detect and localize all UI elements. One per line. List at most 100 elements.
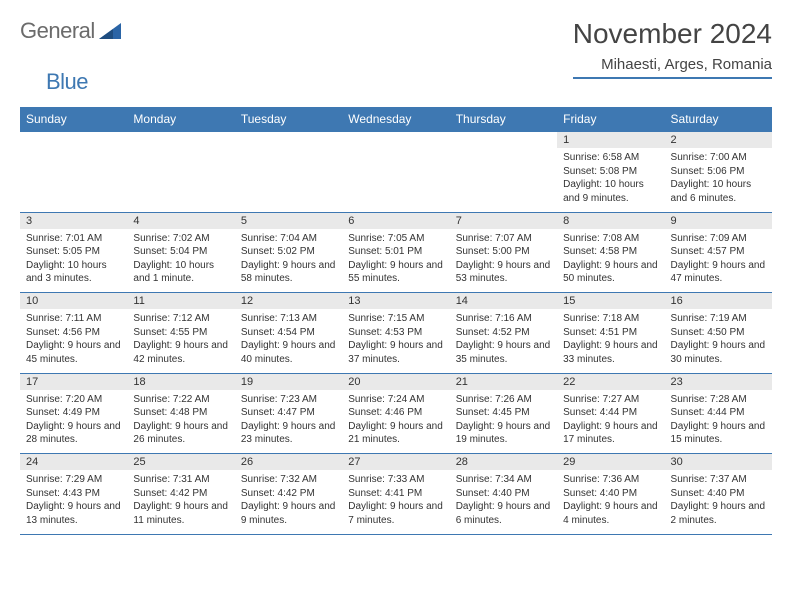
sunset-text: Sunset: 5:02 PM (241, 245, 336, 259)
day-detail-cell: Sunrise: 7:24 AMSunset: 4:46 PMDaylight:… (342, 390, 449, 454)
logo-triangle-icon (99, 23, 121, 39)
daylight-text: Daylight: 9 hours and 11 minutes. (133, 500, 228, 527)
daylight-text: Daylight: 9 hours and 40 minutes. (241, 339, 336, 366)
sunset-text: Sunset: 4:54 PM (241, 326, 336, 340)
day-detail-cell: Sunrise: 7:36 AMSunset: 4:40 PMDaylight:… (557, 470, 664, 534)
daylight-text: Daylight: 9 hours and 35 minutes. (456, 339, 551, 366)
daylight-text: Daylight: 9 hours and 33 minutes. (563, 339, 658, 366)
sunset-text: Sunset: 4:55 PM (133, 326, 228, 340)
sunrise-text: Sunrise: 7:01 AM (26, 232, 121, 246)
sunset-text: Sunset: 4:56 PM (26, 326, 121, 340)
day-detail-cell: Sunrise: 7:28 AMSunset: 4:44 PMDaylight:… (665, 390, 772, 454)
daylight-text: Daylight: 9 hours and 55 minutes. (348, 259, 443, 286)
day-detail-cell: Sunrise: 7:04 AMSunset: 5:02 PMDaylight:… (235, 229, 342, 293)
sunrise-text: Sunrise: 7:12 AM (133, 312, 228, 326)
daylight-text: Daylight: 9 hours and 13 minutes. (26, 500, 121, 527)
daylight-text: Daylight: 9 hours and 37 minutes. (348, 339, 443, 366)
logo-word2: Blue (20, 69, 88, 95)
daylight-text: Daylight: 10 hours and 9 minutes. (563, 178, 658, 205)
day-detail-cell: Sunrise: 7:09 AMSunset: 4:57 PMDaylight:… (665, 229, 772, 293)
calendar-body: 12Sunrise: 6:58 AMSunset: 5:08 PMDayligh… (20, 132, 772, 535)
weekday-header: Monday (127, 107, 234, 132)
day-number-cell: 15 (557, 293, 664, 310)
day-number-cell (342, 132, 449, 149)
day-number-row: 24252627282930 (20, 454, 772, 471)
weekday-header-row: Sunday Monday Tuesday Wednesday Thursday… (20, 107, 772, 132)
day-number-cell: 8 (557, 212, 664, 229)
sunset-text: Sunset: 4:43 PM (26, 487, 121, 501)
calendar-table: Sunday Monday Tuesday Wednesday Thursday… (20, 107, 772, 535)
sunrise-text: Sunrise: 7:13 AM (241, 312, 336, 326)
day-detail-cell: Sunrise: 7:31 AMSunset: 4:42 PMDaylight:… (127, 470, 234, 534)
day-number-cell: 22 (557, 373, 664, 390)
day-detail-cell: Sunrise: 7:00 AMSunset: 5:06 PMDaylight:… (665, 148, 772, 212)
day-detail-row: Sunrise: 7:29 AMSunset: 4:43 PMDaylight:… (20, 470, 772, 534)
day-detail-row: Sunrise: 7:01 AMSunset: 5:05 PMDaylight:… (20, 229, 772, 293)
month-title: November 2024 (573, 18, 772, 50)
day-detail-cell: Sunrise: 7:15 AMSunset: 4:53 PMDaylight:… (342, 309, 449, 373)
day-detail-cell: Sunrise: 7:37 AMSunset: 4:40 PMDaylight:… (665, 470, 772, 534)
day-number-cell: 1 (557, 132, 664, 149)
daylight-text: Daylight: 9 hours and 58 minutes. (241, 259, 336, 286)
sunset-text: Sunset: 5:01 PM (348, 245, 443, 259)
day-number-cell: 11 (127, 293, 234, 310)
day-detail-cell: Sunrise: 7:33 AMSunset: 4:41 PMDaylight:… (342, 470, 449, 534)
sunrise-text: Sunrise: 7:15 AM (348, 312, 443, 326)
sunrise-text: Sunrise: 7:16 AM (456, 312, 551, 326)
daylight-text: Daylight: 9 hours and 30 minutes. (671, 339, 766, 366)
sunrise-text: Sunrise: 7:32 AM (241, 473, 336, 487)
day-number-cell: 9 (665, 212, 772, 229)
sunset-text: Sunset: 5:08 PM (563, 165, 658, 179)
sunset-text: Sunset: 4:51 PM (563, 326, 658, 340)
location-text: Mihaesti, Arges, Romania (573, 56, 772, 79)
day-number-cell: 14 (450, 293, 557, 310)
day-number-cell (450, 132, 557, 149)
sunrise-text: Sunrise: 7:09 AM (671, 232, 766, 246)
day-detail-cell: Sunrise: 7:08 AMSunset: 4:58 PMDaylight:… (557, 229, 664, 293)
day-detail-cell: Sunrise: 7:05 AMSunset: 5:01 PMDaylight:… (342, 229, 449, 293)
weekday-header: Wednesday (342, 107, 449, 132)
day-number-cell: 19 (235, 373, 342, 390)
sunset-text: Sunset: 4:40 PM (456, 487, 551, 501)
day-detail-cell: Sunrise: 7:23 AMSunset: 4:47 PMDaylight:… (235, 390, 342, 454)
weekday-header: Friday (557, 107, 664, 132)
day-number-cell: 6 (342, 212, 449, 229)
sunrise-text: Sunrise: 7:19 AM (671, 312, 766, 326)
daylight-text: Daylight: 10 hours and 6 minutes. (671, 178, 766, 205)
day-number-cell: 29 (557, 454, 664, 471)
day-detail-cell: Sunrise: 7:02 AMSunset: 5:04 PMDaylight:… (127, 229, 234, 293)
day-number-cell: 17 (20, 373, 127, 390)
day-detail-cell: Sunrise: 6:58 AMSunset: 5:08 PMDaylight:… (557, 148, 664, 212)
daylight-text: Daylight: 9 hours and 26 minutes. (133, 420, 228, 447)
weekday-header: Sunday (20, 107, 127, 132)
day-detail-cell: Sunrise: 7:07 AMSunset: 5:00 PMDaylight:… (450, 229, 557, 293)
sunrise-text: Sunrise: 7:33 AM (348, 473, 443, 487)
sunrise-text: Sunrise: 7:08 AM (563, 232, 658, 246)
sunset-text: Sunset: 4:53 PM (348, 326, 443, 340)
weekday-header: Tuesday (235, 107, 342, 132)
daylight-text: Daylight: 9 hours and 42 minutes. (133, 339, 228, 366)
sunset-text: Sunset: 4:45 PM (456, 406, 551, 420)
day-number-row: 3456789 (20, 212, 772, 229)
sunset-text: Sunset: 4:57 PM (671, 245, 766, 259)
day-number-cell (20, 132, 127, 149)
sunrise-text: Sunrise: 7:31 AM (133, 473, 228, 487)
daylight-text: Daylight: 9 hours and 15 minutes. (671, 420, 766, 447)
sunset-text: Sunset: 4:42 PM (241, 487, 336, 501)
daylight-text: Daylight: 9 hours and 47 minutes. (671, 259, 766, 286)
sunset-text: Sunset: 4:44 PM (671, 406, 766, 420)
sunrise-text: Sunrise: 7:26 AM (456, 393, 551, 407)
day-number-cell: 12 (235, 293, 342, 310)
sunrise-text: Sunrise: 7:29 AM (26, 473, 121, 487)
sunrise-text: Sunrise: 7:24 AM (348, 393, 443, 407)
day-number-cell: 24 (20, 454, 127, 471)
day-number-cell: 5 (235, 212, 342, 229)
day-detail-cell: Sunrise: 7:12 AMSunset: 4:55 PMDaylight:… (127, 309, 234, 373)
title-block: November 2024 Mihaesti, Arges, Romania (573, 18, 772, 79)
day-number-cell: 7 (450, 212, 557, 229)
day-number-row: 12 (20, 132, 772, 149)
sunset-text: Sunset: 4:40 PM (671, 487, 766, 501)
sunset-text: Sunset: 5:04 PM (133, 245, 228, 259)
day-number-cell: 26 (235, 454, 342, 471)
sunrise-text: Sunrise: 7:00 AM (671, 151, 766, 165)
